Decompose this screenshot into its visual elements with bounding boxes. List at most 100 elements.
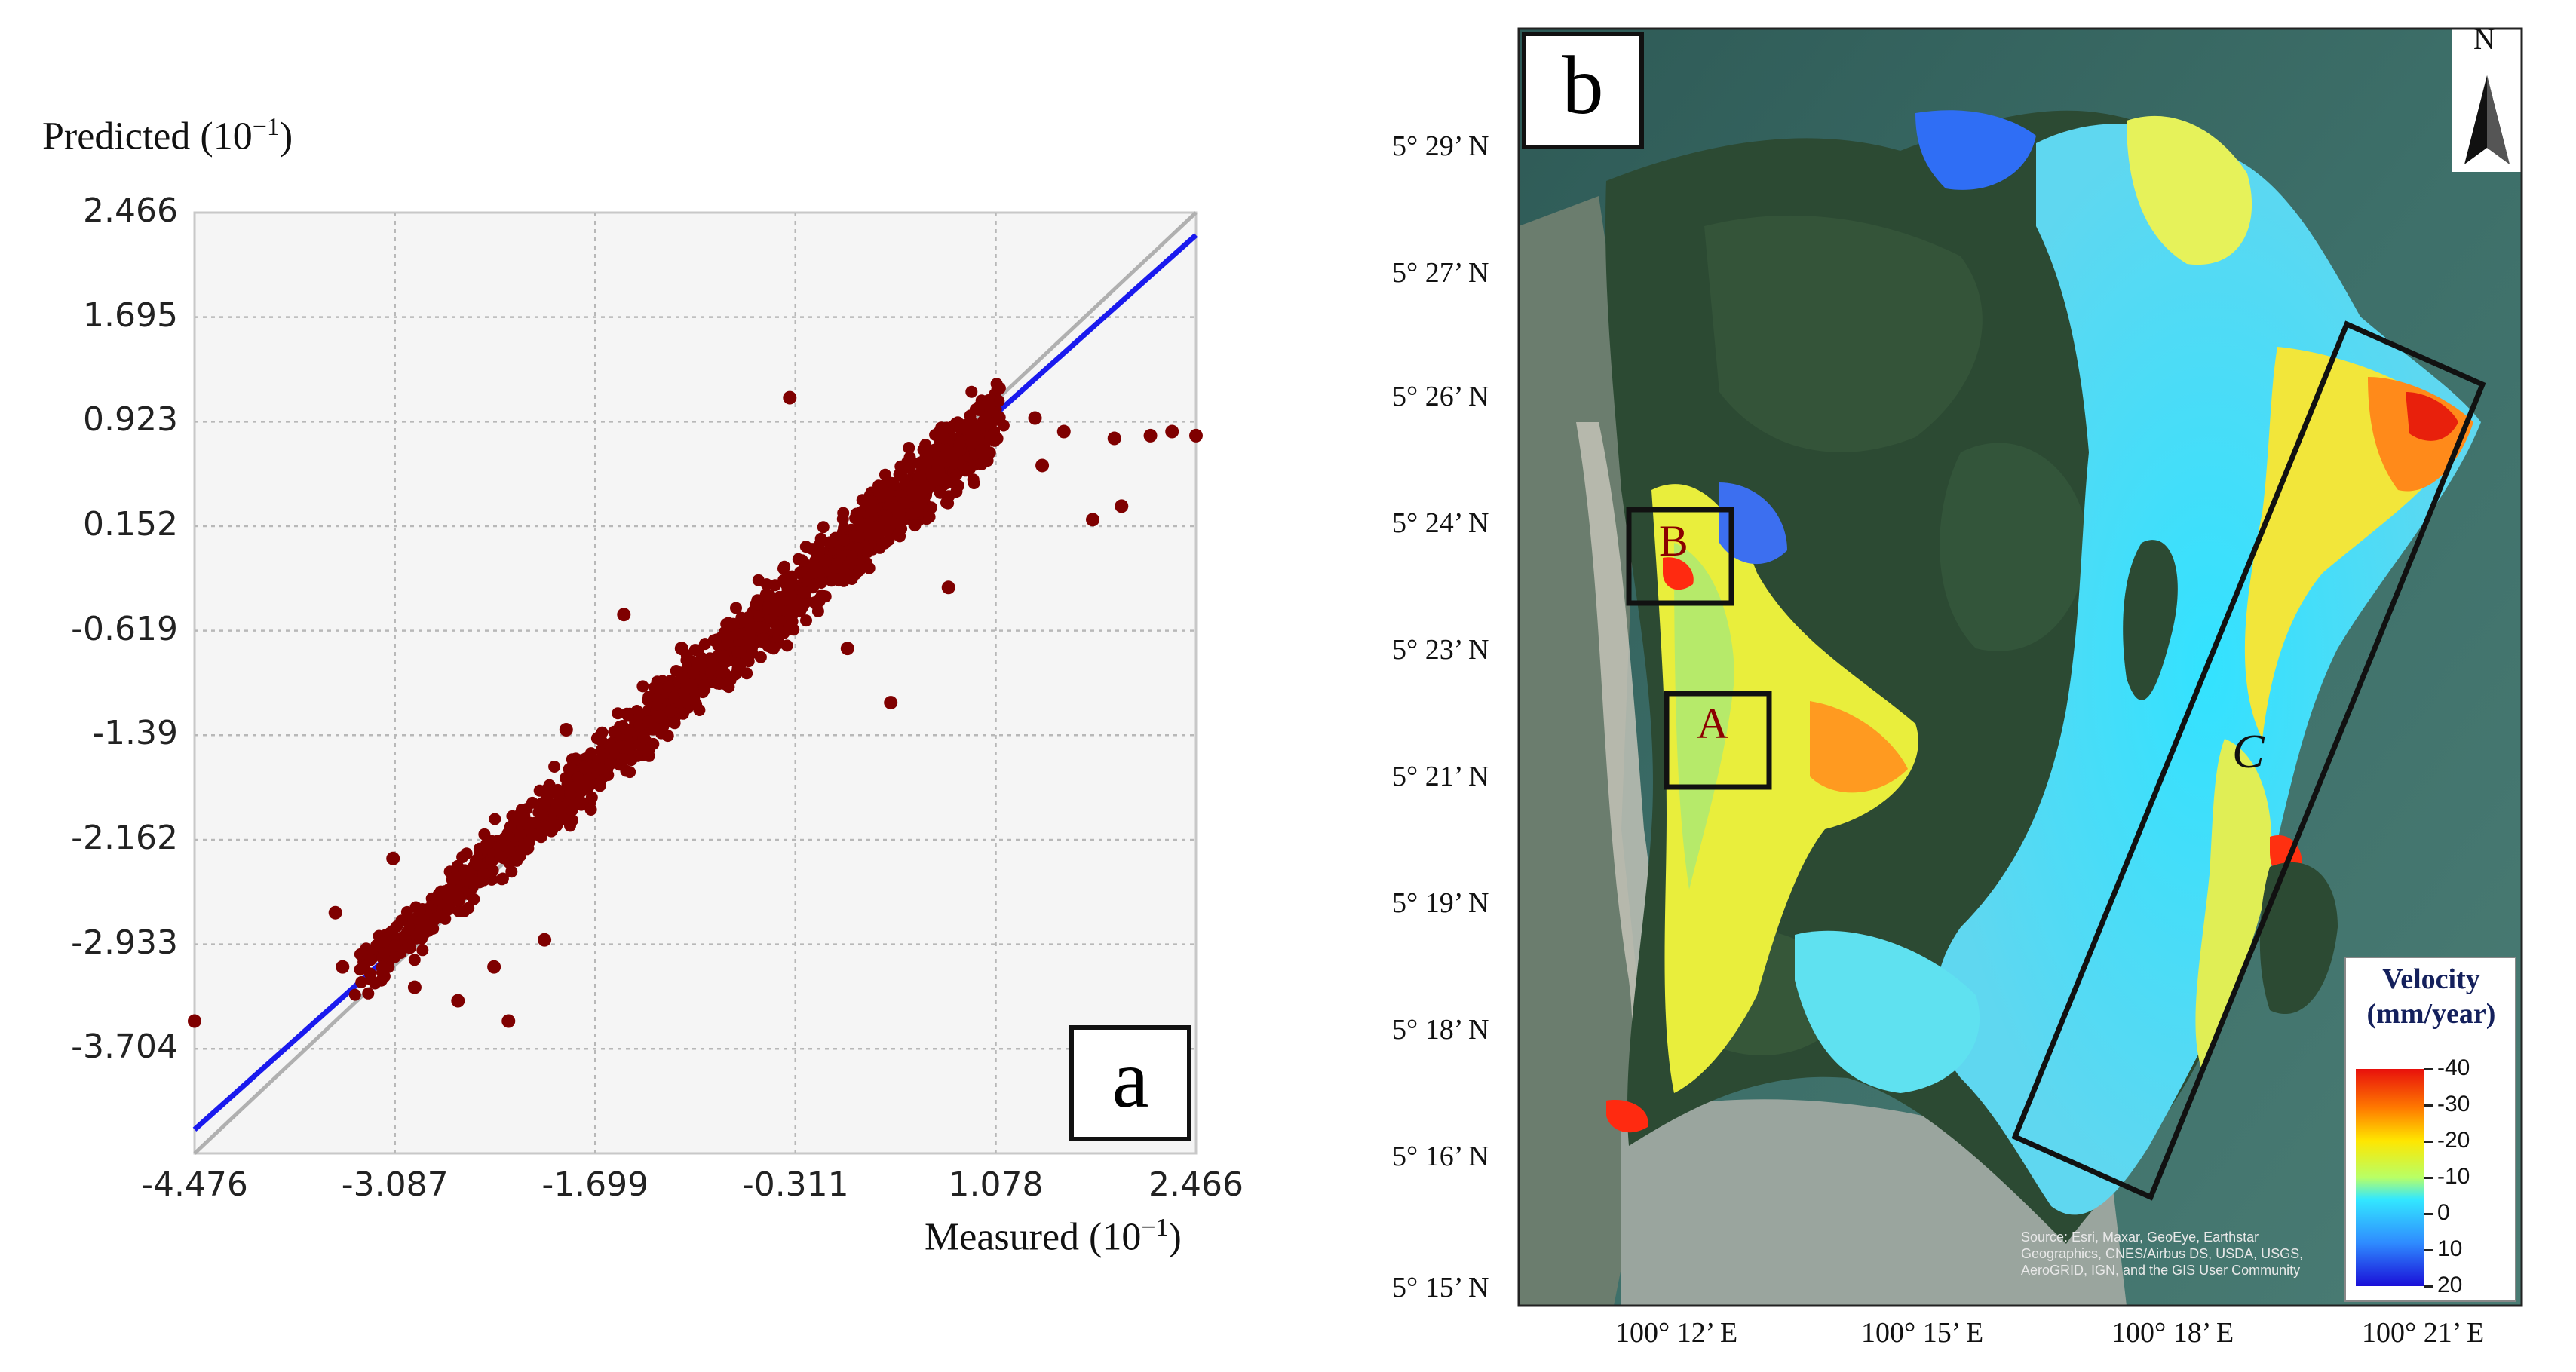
scatter-point <box>713 678 725 690</box>
area-b-box <box>1626 507 1734 606</box>
scatter-point <box>664 705 677 718</box>
scatter-point <box>568 798 581 810</box>
scatter-point <box>838 534 851 547</box>
x-tick-label: -1.699 <box>541 1165 649 1204</box>
scatter-point <box>982 394 995 406</box>
scatter-point <box>569 752 582 765</box>
scatter-point <box>564 788 577 801</box>
scatter-point <box>442 903 455 916</box>
scatter-point <box>953 437 966 450</box>
western-mudflats <box>1519 196 1651 1306</box>
scatter-point <box>473 842 486 855</box>
east-islet <box>2259 862 2338 1015</box>
scatter-point <box>636 680 649 693</box>
scatter-point <box>753 621 765 634</box>
longitude-label: 100° 12’ E <box>1615 1317 1738 1349</box>
scatter-point <box>596 726 609 739</box>
scatter-point <box>526 827 538 840</box>
scatter-point <box>612 707 624 720</box>
scatter-point <box>741 667 753 680</box>
velocity-yellow-coastal <box>2195 739 2272 1070</box>
scatter-point <box>687 666 700 679</box>
scatter-point <box>400 928 412 940</box>
scatter-point <box>780 639 793 652</box>
outlier-point <box>1115 499 1129 513</box>
legend-tick-mark <box>2424 1249 2433 1251</box>
scatter-point <box>727 617 740 630</box>
scatter-point <box>541 821 554 834</box>
scatter-point <box>882 487 894 499</box>
scatter-point <box>560 772 572 785</box>
scatter-point <box>698 678 711 691</box>
scatter-plot-area <box>188 211 1203 1155</box>
area-label-b: B <box>1659 516 1688 565</box>
legend-tick-label: 10 <box>2437 1236 2463 1261</box>
legend-tick-mark <box>2424 1213 2433 1215</box>
scatter-point <box>446 874 458 886</box>
scatter-point <box>471 858 484 871</box>
point-cloud <box>348 378 1010 1001</box>
scatter-point <box>763 611 776 624</box>
scatter-point <box>651 711 664 723</box>
x-tick-label: -3.087 <box>341 1165 449 1204</box>
scatter-point <box>630 705 643 717</box>
scatter-point <box>603 738 616 751</box>
legend-tick-mark <box>2424 1068 2433 1070</box>
scatter-point <box>518 838 531 851</box>
scatter-point <box>895 522 908 535</box>
scatter-point <box>759 588 772 601</box>
scatter-point <box>388 939 401 952</box>
scatter-point <box>915 458 928 471</box>
scatter-point <box>541 783 553 796</box>
scatter-point <box>584 747 597 760</box>
area-c-box <box>2011 320 2486 1201</box>
scatter-point <box>676 672 689 684</box>
scatter-point <box>993 382 1006 394</box>
scatter-point <box>852 516 865 528</box>
scatter-point <box>668 717 681 730</box>
legend-tick-mark <box>2424 1177 2433 1179</box>
map-frame <box>1517 27 2523 1307</box>
latitude-label: 5° 26’ N <box>1392 381 1489 412</box>
scatter-point <box>538 800 551 812</box>
forest-texture-1 <box>1704 215 1983 452</box>
scatter-point <box>429 912 441 925</box>
scatter-point <box>939 474 952 487</box>
scatter-point <box>622 744 635 757</box>
scatter-point <box>662 680 675 693</box>
scatter-point <box>364 954 377 966</box>
scatter-point <box>483 837 495 850</box>
scatter-point <box>460 847 473 860</box>
scatter-point <box>964 409 977 422</box>
y-tick-label: -2.933 <box>71 923 178 962</box>
scatter-point <box>575 776 588 789</box>
scatter-point <box>430 893 443 905</box>
scatter-point <box>408 954 421 966</box>
y-tick-label: 0.152 <box>83 505 178 544</box>
scatter-point <box>619 753 632 766</box>
scatter-point <box>403 942 416 954</box>
area-label-c: C <box>2232 724 2265 778</box>
north-label: N <box>2473 22 2495 56</box>
panel-a-label: a <box>1112 1033 1149 1125</box>
scatter-point <box>756 632 769 645</box>
outlier-point <box>501 1014 516 1028</box>
velocity-west-green <box>1674 543 1734 890</box>
north-arrow-highlight <box>2487 75 2510 164</box>
scatter-point <box>769 595 782 608</box>
scatter-point <box>550 787 563 799</box>
scatter-point <box>754 651 767 663</box>
y-tick-label: -1.39 <box>92 714 178 753</box>
scatter-point <box>891 501 903 514</box>
scatter-point <box>903 442 915 454</box>
scatter-point <box>909 519 922 532</box>
scatter-point <box>800 614 812 627</box>
scatter-point <box>938 432 951 445</box>
scatter-point <box>378 936 391 949</box>
map-attribution: Source: Esri, Maxar, GeoEye, Earthstar G… <box>2021 1230 2304 1278</box>
scatter-point <box>811 550 823 562</box>
scatter-point <box>535 831 547 844</box>
x-tick-label: -4.476 <box>141 1165 248 1204</box>
outlier-point <box>487 960 501 974</box>
x-tick-label: 1.078 <box>948 1165 1044 1204</box>
